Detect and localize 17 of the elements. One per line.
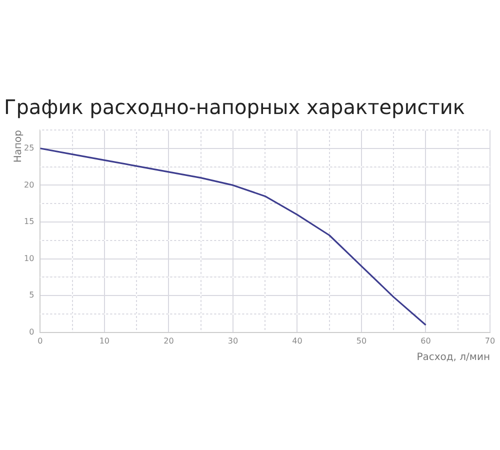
x-tick-label: 0 xyxy=(38,336,43,346)
y-tick-label: 5 xyxy=(29,290,34,300)
x-tick-label: 30 xyxy=(228,336,238,346)
y-tick-label: 0 xyxy=(29,327,34,336)
y-tick-label: 25 xyxy=(24,143,34,152)
x-tick-label: 60 xyxy=(420,336,431,346)
x-tick-label: 10 xyxy=(99,336,110,346)
x-tick-label: 20 xyxy=(164,336,174,346)
y-tick-label: 10 xyxy=(24,254,34,263)
x-axis-title: Расход, л/мин xyxy=(416,352,490,363)
y-tick-label: 20 xyxy=(24,180,34,190)
x-tick-label: 50 xyxy=(356,336,367,346)
y-tick-label: 15 xyxy=(24,217,34,226)
y-axis-title: Напор xyxy=(12,130,24,163)
x-tick-label: 70 xyxy=(484,336,496,346)
x-tick-label: 40 xyxy=(292,336,302,346)
chart-title: График расходно-напорных характеристик xyxy=(4,95,465,119)
